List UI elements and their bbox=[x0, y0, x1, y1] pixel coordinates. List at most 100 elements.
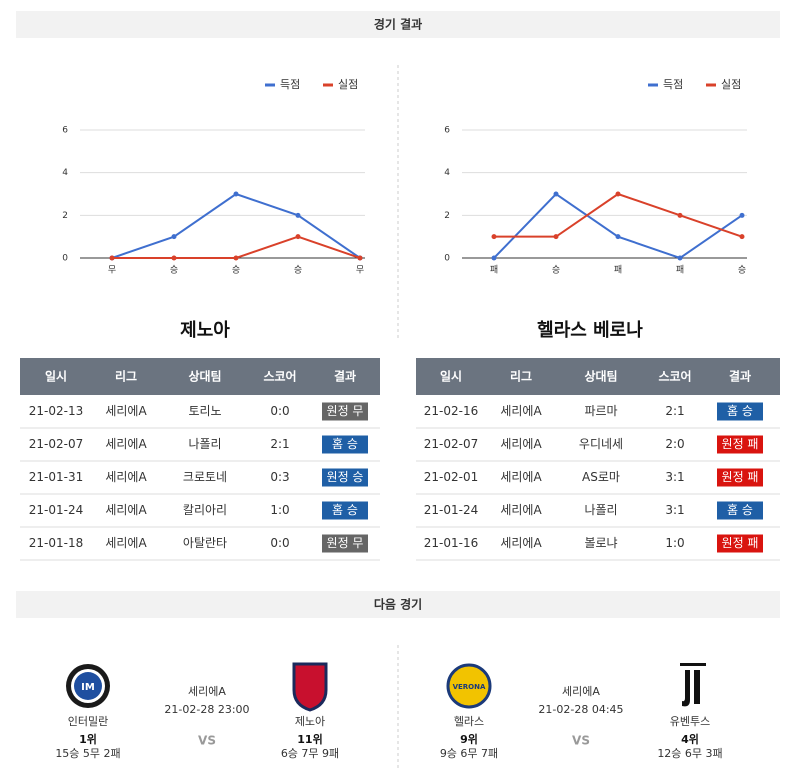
team-record: 12승 6무 3패 bbox=[657, 747, 722, 760]
logo-verona: VERONA bbox=[446, 663, 492, 709]
result-cell: 홈 승 bbox=[727, 404, 753, 418]
data-point bbox=[295, 212, 301, 218]
table-cell: 1:0 bbox=[665, 536, 684, 550]
x-tick-label: 무 bbox=[356, 265, 364, 276]
y-tick-label: 4 bbox=[444, 168, 450, 178]
section-title: 경기 결과 bbox=[374, 17, 422, 32]
data-point bbox=[233, 191, 239, 197]
datetime: 21-02-28 23:00 bbox=[164, 703, 249, 716]
data-point bbox=[357, 255, 363, 261]
svg-text:IM: IM bbox=[81, 682, 95, 693]
legend-label: 득점 bbox=[663, 78, 683, 91]
result-badge bbox=[717, 402, 763, 421]
header-cell: 스코어 bbox=[263, 369, 296, 384]
table-cell: 21-02-01 bbox=[424, 470, 478, 484]
series-line bbox=[112, 235, 361, 259]
logo-inter: IM bbox=[66, 664, 110, 708]
table-cell: 21-01-24 bbox=[424, 503, 478, 517]
x-tick-label: 승 bbox=[294, 265, 302, 276]
team-record: 9승 6무 7패 bbox=[440, 747, 498, 760]
result-cell: 원정 승 bbox=[327, 470, 364, 484]
table-cell: 21-01-31 bbox=[29, 470, 83, 484]
header-cell: 리그 bbox=[510, 369, 532, 384]
table-cell: 0:0 bbox=[270, 536, 289, 550]
y-tick-label: 6 bbox=[62, 126, 68, 136]
table-cell: 21-02-07 bbox=[29, 437, 83, 451]
header-cell: 결과 bbox=[729, 369, 751, 384]
team-name: 헬라스 bbox=[454, 715, 484, 728]
vs: VS bbox=[572, 734, 590, 748]
y-tick-label: 6 bbox=[444, 126, 450, 136]
table-cell: 1:0 bbox=[270, 503, 289, 517]
table-cell: 크로토네 bbox=[183, 470, 227, 484]
result-cell: 원정 패 bbox=[722, 470, 759, 484]
team-record: 6승 7무 9패 bbox=[281, 747, 339, 760]
y-tick-label: 0 bbox=[444, 254, 450, 264]
result-badge bbox=[717, 501, 763, 520]
table-cell: 세리에A bbox=[500, 536, 542, 550]
table-cell: 우디네세 bbox=[579, 437, 623, 451]
data-point bbox=[171, 234, 177, 240]
table-cell: 3:1 bbox=[665, 470, 684, 484]
result-badge bbox=[717, 435, 763, 454]
x-tick-label: 패 bbox=[676, 265, 684, 276]
result-badge bbox=[322, 402, 368, 421]
table-cell: 세리에A bbox=[500, 404, 542, 418]
table-cell: 세리에A bbox=[105, 470, 147, 484]
table-cell: 0:0 bbox=[270, 404, 289, 418]
table-cell: 21-02-13 bbox=[29, 404, 83, 418]
data-point bbox=[553, 191, 559, 197]
team-name: 제노아 bbox=[180, 320, 230, 341]
team-name: 유벤투스 bbox=[670, 715, 710, 728]
legend-label: 실점 bbox=[338, 78, 358, 91]
table-cell: 21-01-24 bbox=[29, 503, 83, 517]
table-cell: 나폴리 bbox=[584, 503, 617, 517]
team-rank: 11위 bbox=[297, 733, 322, 746]
team-name: 헬라스 베로나 bbox=[537, 320, 643, 341]
result-cell: 홈 승 bbox=[727, 503, 753, 517]
result-badge bbox=[322, 468, 368, 487]
league: 세리에A bbox=[562, 685, 600, 698]
data-point bbox=[677, 212, 683, 218]
data-point bbox=[171, 255, 177, 261]
result-cell: 홈 승 bbox=[332, 437, 358, 451]
header-cell: 상대팀 bbox=[584, 369, 617, 384]
result-badge bbox=[322, 534, 368, 553]
table-cell: 세리에A bbox=[105, 404, 147, 418]
table-cell: 파르마 bbox=[584, 404, 617, 418]
x-tick-label: 승 bbox=[232, 265, 240, 276]
data-point bbox=[295, 234, 301, 240]
logo-juventus bbox=[680, 663, 706, 707]
result-badge bbox=[717, 468, 763, 487]
x-tick-label: 패 bbox=[490, 265, 498, 276]
table-header bbox=[20, 358, 380, 395]
header-cell: 리그 bbox=[115, 369, 137, 384]
svg-text:VERONA: VERONA bbox=[453, 683, 486, 691]
section-title: 다음 경기 bbox=[374, 597, 422, 612]
team-name: 제노아 bbox=[295, 715, 325, 728]
result-cell: 원정 무 bbox=[327, 536, 364, 550]
data-point bbox=[677, 255, 683, 261]
result-badge bbox=[322, 435, 368, 454]
y-tick-label: 0 bbox=[62, 254, 68, 264]
legend-label: 실점 bbox=[721, 78, 741, 91]
team-rank: 4위 bbox=[681, 733, 699, 746]
result-cell: 홈 승 bbox=[332, 503, 358, 517]
table-cell: 21-02-16 bbox=[424, 404, 478, 418]
table-cell: AS로마 bbox=[582, 470, 620, 484]
table-cell: 21-01-18 bbox=[29, 536, 83, 550]
table-cell: 세리에A bbox=[105, 503, 147, 517]
data-point bbox=[739, 234, 745, 240]
result-cell: 원정 패 bbox=[722, 437, 759, 451]
header-cell: 결과 bbox=[334, 369, 356, 384]
series-line bbox=[493, 192, 743, 260]
result-badge bbox=[322, 501, 368, 520]
data-point bbox=[553, 234, 559, 240]
y-tick-label: 2 bbox=[62, 211, 68, 221]
table-cell: 아탈란타 bbox=[183, 536, 227, 550]
team-record: 15승 5무 2패 bbox=[55, 747, 120, 760]
y-tick-label: 2 bbox=[444, 211, 450, 221]
series-line bbox=[111, 192, 361, 259]
table-cell: 21-02-07 bbox=[424, 437, 478, 451]
